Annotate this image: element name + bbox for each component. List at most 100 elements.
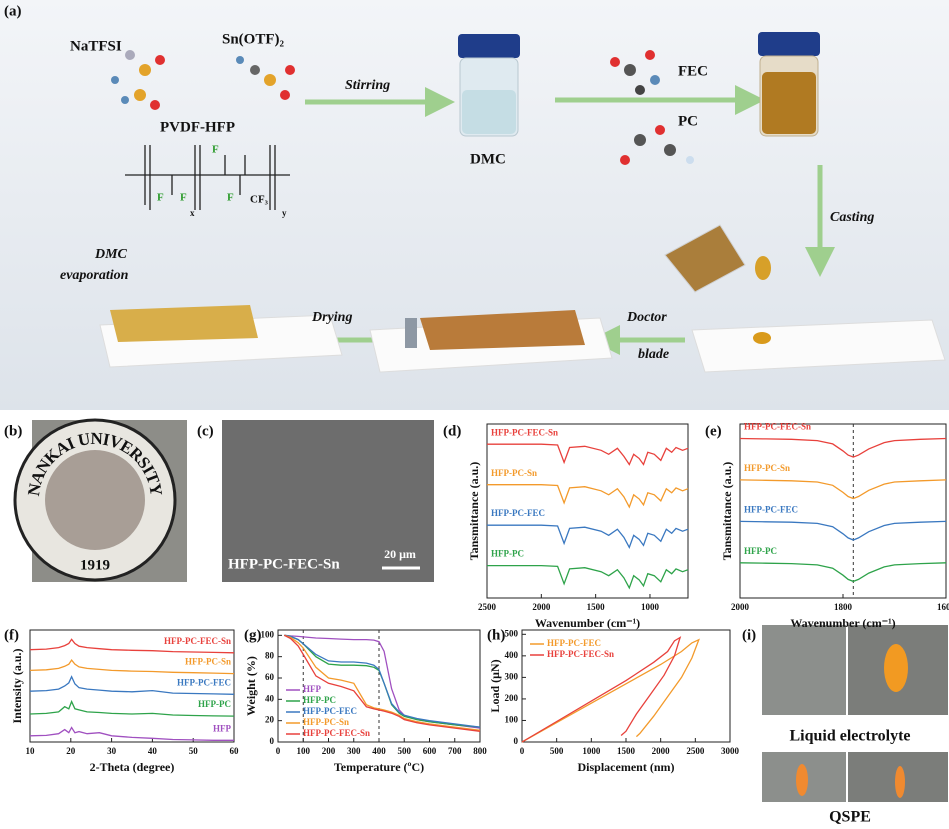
series-line [739,437,947,458]
formula-index: x [190,208,195,218]
x-axis-label: Wavenumber (cm⁻¹) [535,616,640,630]
panel-label: (c) [197,423,214,439]
series-label: HFP-PC-FEC-Sn [744,422,811,432]
series-line [29,675,235,695]
legend-label: HFP-PC-Sn [303,717,349,727]
y-tick-label: 200 [505,693,519,703]
series-line [739,562,947,583]
y-axis-label: Tansmittance (a.u.) [720,462,734,561]
x-tick-label: 600 [423,746,437,756]
formula-atom: F [227,192,234,204]
x-tick-label: 60 [230,746,240,756]
membrane [45,450,145,550]
scale-label: 20 μm [384,547,416,561]
x-tick-label: 1500 [617,746,636,756]
x-tick-label: 1500 [587,602,606,612]
plot-frame [29,629,235,743]
y-tick-label: 20 [265,715,275,725]
legend-label: HFP-PC-FEC-Sn [303,728,370,738]
x-tick-label: 2000 [652,746,671,756]
reagent: NaTFSI [70,38,122,54]
step: Casting [830,210,874,225]
caption: Liquid electrolyte [789,728,910,745]
x-axis-label: 2-Theta (degree) [90,760,175,774]
series-label: HFP-PC [198,699,231,709]
series-line [739,479,947,500]
x-tick-label: 0 [276,746,281,756]
x-tick-label: 2500 [478,602,497,612]
series-label: HFP-PC-FEC-Sn [491,427,558,437]
y-tick-label: 100 [261,629,275,639]
x-tick-label: 300 [347,746,361,756]
y-tick-label: 100 [505,715,519,725]
x-tick-label: 2000 [532,602,551,612]
legend-label: HFP-PC [303,695,336,705]
y-tick-label: 0 [514,736,519,746]
series-line [487,524,689,549]
reagent: Sn(OTF)₂ [222,31,285,47]
flame [895,766,905,798]
step: Doctor [626,310,667,325]
x-axis-label: Temperature (ºC) [334,760,424,774]
y-axis-label: Weight (%) [244,656,258,716]
jar [458,34,520,137]
x-tick-label: 3000 [721,746,740,756]
series-label: HFP-PC-FEC [744,504,798,514]
molecules [111,50,694,165]
x-tick-label: 1600 [937,602,949,612]
additive: FEC [678,63,708,79]
y-axis-label: Tansmittance (a.u.) [467,462,481,561]
y-tick-label: 60 [265,672,275,682]
series-line [29,726,234,741]
series-label: HFP-PC-FEC-Sn [164,636,231,646]
formula-index: y [282,208,287,218]
panel-label: (i) [742,627,756,643]
series-line [487,443,689,466]
polymer-formula [125,145,290,210]
photo [762,625,846,715]
sem-image [222,420,434,582]
legend-label: HFP-PC-FEC [547,638,601,648]
y-axis-label: Intensity (a.u.) [10,648,24,723]
solvent: DMC [470,151,506,167]
formula-group: CF₃ [250,194,269,206]
x-tick-label: 0 [520,746,525,756]
series-label: HFP-PC-Sn [744,463,790,473]
x-tick-label: 200 [322,746,336,756]
plot-frame [486,423,689,599]
series-label: HFP-PC [491,549,524,559]
legend-label: HFP-PC-FEC [303,706,357,716]
series-line [487,564,689,590]
x-axis-label: Wavenumber (cm⁻¹) [790,616,895,630]
x-tick-label: 1800 [834,602,853,612]
y-tick-label: 500 [505,628,519,638]
series-label: HFP-PC-Sn [185,657,231,667]
x-tick-label: 30 [107,746,117,756]
series-line [739,520,947,541]
legend-label: HFP [303,684,321,694]
jar [758,32,820,137]
x-tick-label: 2000 [731,602,750,612]
series-line [284,634,481,732]
step: blade [638,347,669,362]
y-axis-label: Load (μN) [488,659,502,712]
formula-atom: F [212,144,219,156]
series-line [284,634,481,731]
x-tick-label: 2500 [686,746,705,756]
x-tick-label: 500 [550,746,564,756]
y-tick-label: 300 [505,671,519,681]
series-label: HFP [213,723,231,733]
series-label: HFP-PC-Sn [491,468,537,478]
polymer: PVDF-HFP [160,119,235,135]
series-line [29,659,235,675]
step: DMC [94,247,128,262]
caption: HFP-PC-FEC-Sn [228,556,340,572]
series-line [487,484,689,509]
panel-label: (b) [4,423,22,439]
series-line [29,699,235,717]
series-line [521,636,682,743]
x-tick-label: 20 [66,746,76,756]
formula-atom: F [157,192,164,204]
